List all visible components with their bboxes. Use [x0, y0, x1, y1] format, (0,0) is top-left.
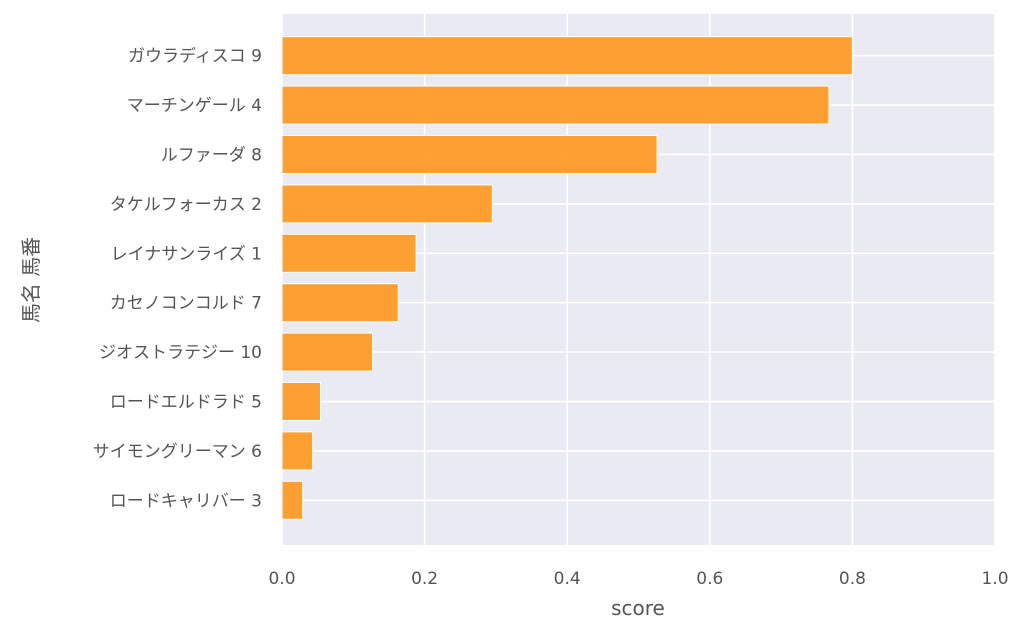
- bar: [281, 431, 314, 471]
- x-tick-labels: 0.0 0.2 0.4 0.6 0.8 1.0: [268, 569, 1008, 589]
- y-tick-label: ジオストラテジー 10: [99, 343, 262, 363]
- y-tick-label: サイモングリーマン 6: [93, 442, 262, 462]
- x-tick-label: 0.6: [696, 569, 723, 589]
- y-tick-label: ルファーダ 8: [161, 146, 262, 166]
- y-tick-label: ガウラディスコ 9: [128, 46, 262, 67]
- bar: [281, 382, 322, 421]
- bar: [281, 332, 374, 372]
- x-tick-label: 0.0: [268, 569, 295, 589]
- x-tick-label: 1.0: [981, 569, 1008, 589]
- y-tick-label: ロードエルドラド 5: [110, 393, 262, 413]
- bars: [281, 36, 853, 520]
- y-tick-label: カセノコンコルド 7: [110, 294, 262, 314]
- bar: [281, 184, 493, 224]
- bar: [281, 283, 399, 323]
- y-tick-label: レイナサンライズ 1: [111, 244, 262, 264]
- y-tick-label: ロードキャリバー 3: [110, 491, 262, 511]
- bar: [281, 480, 304, 520]
- bar: [281, 135, 658, 174]
- y-tick-label: マーチンゲール 4: [127, 96, 262, 116]
- x-tick-label: 0.8: [839, 569, 866, 589]
- x-tick-label: 0.4: [554, 569, 581, 589]
- x-tick-label: 0.2: [411, 569, 438, 589]
- bar: [281, 36, 853, 76]
- x-axis-label: score: [611, 596, 665, 620]
- y-axis-label: 馬名 馬番: [19, 237, 43, 323]
- bar: [281, 233, 417, 273]
- y-tick-label: タケルフォーカス 2: [110, 195, 262, 215]
- y-tick-labels: ガウラディスコ 9 マーチンゲール 4 ルファーダ 8 タケルフォーカス 2 レイナサン…: [93, 46, 262, 512]
- bar: [281, 85, 830, 125]
